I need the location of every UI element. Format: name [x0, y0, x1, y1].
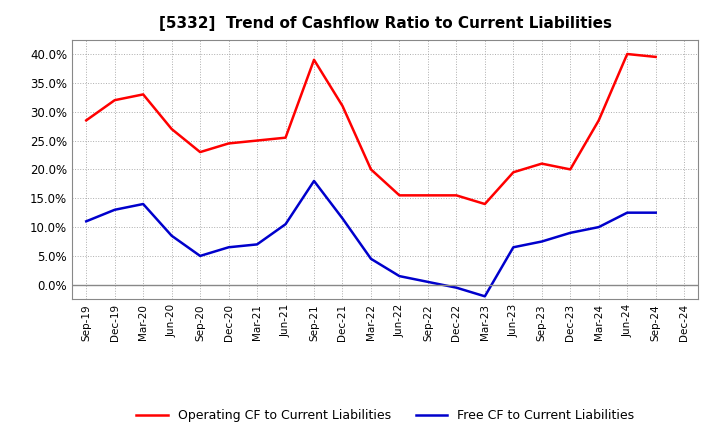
Free CF to Current Liabilities — [225, 245, 233, 250]
Free CF to Current Liabilities — [395, 274, 404, 279]
Free CF to Current Liabilities — [595, 224, 603, 230]
Operating CF to Current Liabilities — [509, 170, 518, 175]
Free CF to Current Liabilities — [566, 230, 575, 235]
Free CF to Current Liabilities — [82, 219, 91, 224]
Legend: Operating CF to Current Liabilities, Free CF to Current Liabilities: Operating CF to Current Liabilities, Fre… — [131, 404, 639, 427]
Operating CF to Current Liabilities — [595, 118, 603, 123]
Free CF to Current Liabilities — [282, 222, 290, 227]
Operating CF to Current Liabilities — [82, 118, 91, 123]
Free CF to Current Liabilities — [480, 293, 489, 299]
Operating CF to Current Liabilities — [480, 202, 489, 207]
Free CF to Current Liabilities — [423, 279, 432, 285]
Free CF to Current Liabilities — [338, 216, 347, 221]
Operating CF to Current Liabilities — [395, 193, 404, 198]
Operating CF to Current Liabilities — [452, 193, 461, 198]
Free CF to Current Liabilities — [167, 233, 176, 238]
Free CF to Current Liabilities — [509, 245, 518, 250]
Title: [5332]  Trend of Cashflow Ratio to Current Liabilities: [5332] Trend of Cashflow Ratio to Curren… — [158, 16, 612, 32]
Free CF to Current Liabilities — [452, 285, 461, 290]
Operating CF to Current Liabilities — [310, 57, 318, 62]
Free CF to Current Liabilities — [110, 207, 119, 213]
Free CF to Current Liabilities — [139, 202, 148, 207]
Free CF to Current Liabilities — [253, 242, 261, 247]
Operating CF to Current Liabilities — [196, 150, 204, 155]
Operating CF to Current Liabilities — [253, 138, 261, 143]
Operating CF to Current Liabilities — [167, 126, 176, 132]
Operating CF to Current Liabilities — [282, 135, 290, 140]
Free CF to Current Liabilities — [623, 210, 631, 215]
Operating CF to Current Liabilities — [366, 167, 375, 172]
Operating CF to Current Liabilities — [110, 98, 119, 103]
Operating CF to Current Liabilities — [623, 51, 631, 57]
Free CF to Current Liabilities — [310, 178, 318, 183]
Operating CF to Current Liabilities — [139, 92, 148, 97]
Operating CF to Current Liabilities — [652, 54, 660, 59]
Operating CF to Current Liabilities — [225, 141, 233, 146]
Line: Operating CF to Current Liabilities: Operating CF to Current Liabilities — [86, 54, 656, 204]
Operating CF to Current Liabilities — [537, 161, 546, 166]
Free CF to Current Liabilities — [366, 256, 375, 261]
Line: Free CF to Current Liabilities: Free CF to Current Liabilities — [86, 181, 656, 296]
Free CF to Current Liabilities — [652, 210, 660, 215]
Operating CF to Current Liabilities — [566, 167, 575, 172]
Operating CF to Current Liabilities — [423, 193, 432, 198]
Free CF to Current Liabilities — [196, 253, 204, 259]
Operating CF to Current Liabilities — [338, 103, 347, 109]
Free CF to Current Liabilities — [537, 239, 546, 244]
